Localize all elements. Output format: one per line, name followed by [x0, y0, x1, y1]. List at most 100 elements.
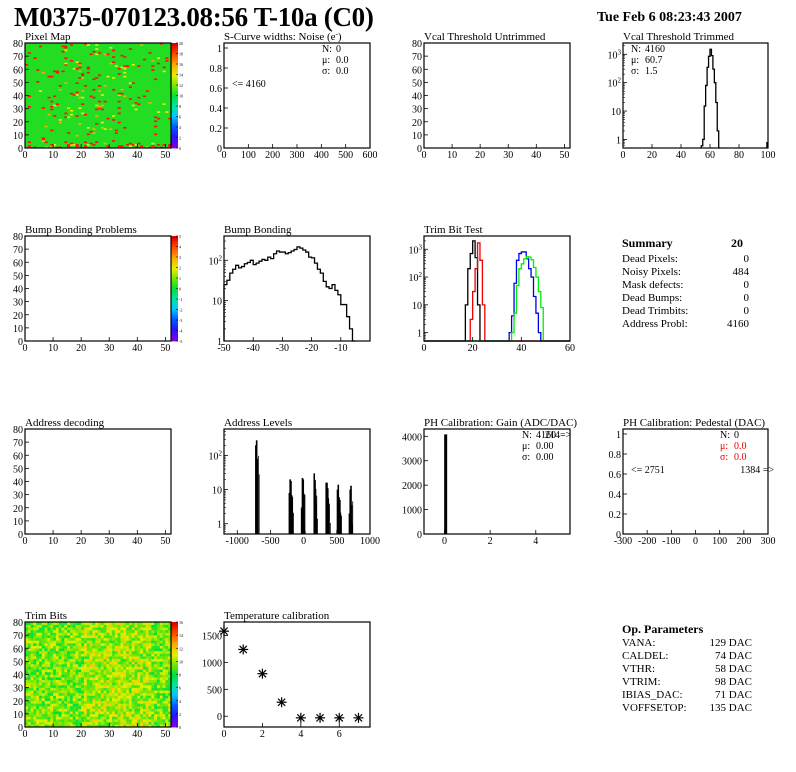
- heatmap-cell: [81, 700, 85, 704]
- heatmap-cell: [123, 713, 127, 717]
- heatmap-cell: [162, 624, 166, 628]
- x-tick-label: -500: [261, 536, 279, 547]
- heatmap-cell: [41, 635, 45, 639]
- heatmap-cell: [165, 682, 169, 686]
- heatmap-cell: [44, 719, 48, 723]
- y-tick-label: 0: [18, 530, 23, 541]
- stats-n-value: 0: [734, 430, 739, 441]
- heatmap-cell: [25, 640, 29, 644]
- heatmap-cell: [126, 661, 130, 665]
- heatmap-cell: [109, 674, 113, 678]
- y-tick-label: 2000: [402, 481, 422, 492]
- heatmap-cell: [50, 661, 54, 665]
- heatmap-cell: [75, 627, 79, 631]
- heatmap-cell: [114, 666, 118, 670]
- heatmap-cell: [98, 661, 102, 665]
- heatmap-cell: [103, 661, 107, 665]
- heatmap-cell: [44, 656, 48, 660]
- heatmap-cell: [39, 648, 43, 652]
- chart-title-sup: -: [336, 30, 339, 38]
- heatmap-cell: [123, 706, 127, 709]
- heatmap-cell: [140, 692, 144, 696]
- colorbar-segment: [171, 71, 178, 75]
- heatmap-cell: [39, 664, 43, 667]
- heatmap-cell: [165, 666, 169, 670]
- heatmap-cell: [151, 650, 155, 654]
- heatmap-cell: [25, 622, 29, 625]
- heatmap-cell: [112, 77, 116, 79]
- colorbar-segment: [171, 312, 178, 316]
- heatmap-cell: [50, 724, 54, 728]
- heatmap-cell: [106, 664, 110, 667]
- heatmap-cell: [156, 721, 161, 725]
- heatmap-cell: [148, 666, 152, 670]
- heatmap-cell: [81, 708, 85, 712]
- heatmap-cell: [75, 716, 79, 720]
- heatmap-cell: [103, 719, 107, 723]
- heatmap-cell: [151, 677, 155, 681]
- heatmap-cell: [168, 716, 172, 720]
- heatmap-cell: [81, 640, 85, 644]
- heatmap-cell: [53, 70, 57, 73]
- heatmap-cell: [151, 658, 155, 662]
- heatmap-cell: [131, 711, 135, 715]
- heatmap-cell: [98, 85, 102, 87]
- heatmap-cell: [109, 627, 113, 631]
- heatmap-cell: [64, 62, 68, 65]
- heatmap-cell: [55, 713, 59, 717]
- heatmap-cell: [53, 716, 57, 720]
- heatmap-cell: [75, 669, 79, 673]
- colorbar-tick-label: 16: [179, 620, 183, 625]
- heatmap-cell: [47, 622, 51, 625]
- heatmap-cell: [36, 640, 40, 644]
- heatmap-cell: [69, 144, 74, 146]
- heatmap-cell: [44, 671, 48, 675]
- heatmap-cell: [140, 637, 144, 641]
- heatmap-cell: [67, 656, 71, 660]
- heatmap-cell: [137, 627, 141, 631]
- heatmap-cell: [128, 669, 132, 673]
- heatmap-cell: [168, 671, 172, 675]
- heatmap-cell: [114, 622, 118, 625]
- colorbar-tick-label: 2: [179, 712, 181, 717]
- heatmap-cell: [120, 698, 124, 702]
- heatmap-cell: [151, 645, 155, 649]
- heatmap-cell: [120, 711, 124, 715]
- heatmap-cell: [112, 716, 116, 720]
- heatmap-cell: [92, 632, 96, 636]
- heatmap-cell: [126, 629, 130, 633]
- heatmap-cell: [72, 661, 76, 665]
- heatmap-cell: [165, 703, 169, 707]
- heatmap-cell: [39, 90, 43, 92]
- heatmap-cell: [50, 145, 54, 147]
- heatmap-cell: [109, 629, 113, 633]
- heatmap-cell: [131, 637, 135, 641]
- heatmap-cell: [39, 700, 43, 704]
- heatmap-cell: [103, 685, 107, 688]
- heatmap-cell: [55, 629, 59, 633]
- heatmap-cell: [81, 679, 85, 683]
- heatmap-cell: [103, 632, 107, 636]
- heatmap-cell: [142, 716, 147, 720]
- colorbar-segment: [171, 264, 178, 268]
- heatmap-cell: [106, 643, 110, 646]
- heatmap-cell: [142, 622, 147, 625]
- heatmap-cell: [86, 674, 90, 678]
- heatmap-cell: [128, 98, 132, 100]
- heatmap-cell: [131, 679, 135, 683]
- heatmap-cell: [100, 121, 104, 124]
- heatmap-cell: [92, 664, 96, 667]
- heatmap-cell: [72, 637, 76, 641]
- histogram-bar: [327, 507, 330, 534]
- heatmap-cell: [83, 645, 88, 649]
- heatmap-cell: [55, 656, 59, 660]
- heatmap-cell: [165, 648, 169, 652]
- heatmap-cell: [117, 73, 121, 75]
- heatmap-cell: [58, 719, 62, 723]
- heatmap-cell: [95, 656, 99, 660]
- heatmap-cell: [39, 653, 43, 657]
- plot-frame: [223, 621, 371, 728]
- heatmap-cell: [89, 629, 93, 633]
- heatmap-cell: [78, 706, 82, 709]
- heatmap-cell: [95, 104, 99, 107]
